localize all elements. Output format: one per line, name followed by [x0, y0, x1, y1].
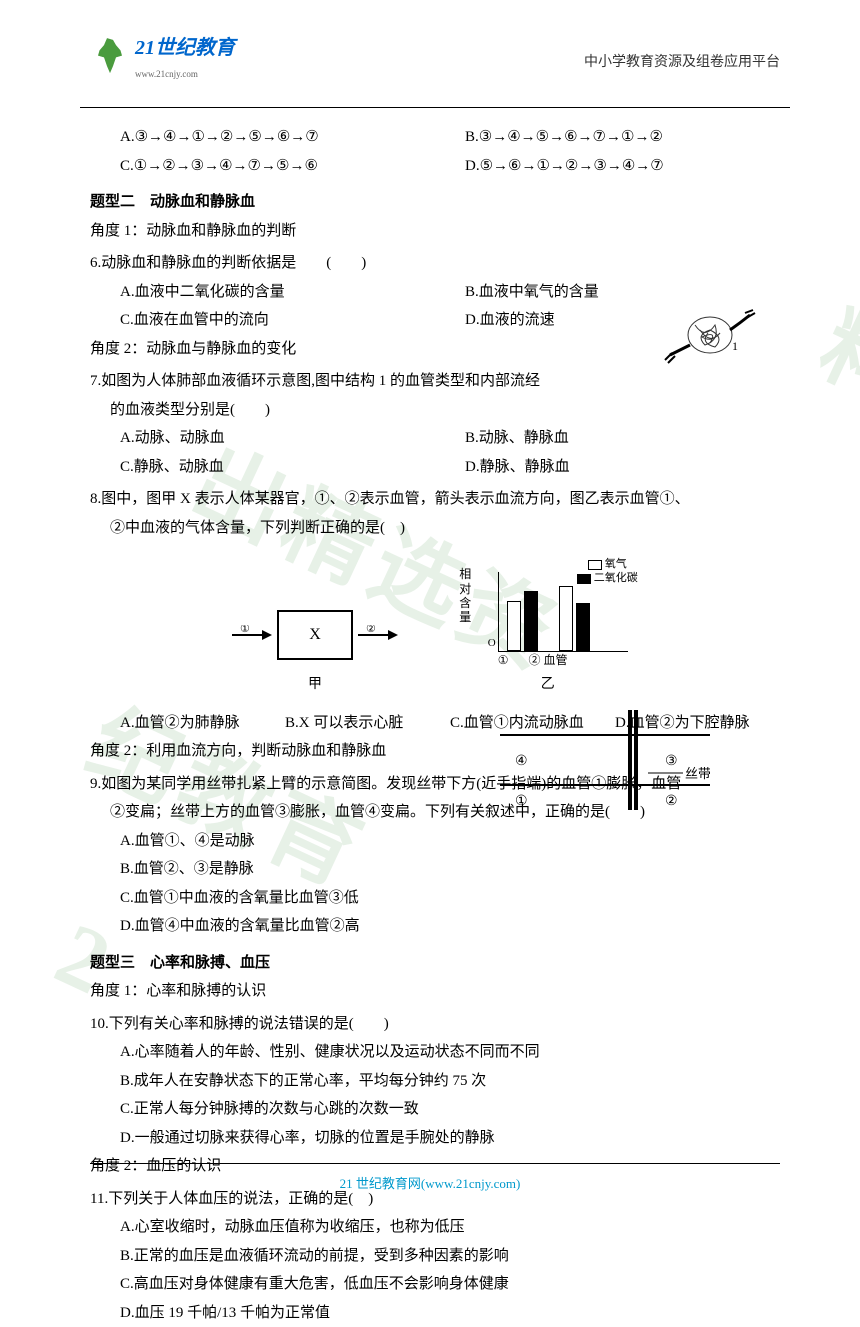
bar-g1-oxygen: [507, 601, 521, 651]
svg-text:1: 1: [732, 339, 738, 353]
q8-figure: ① X ② 甲 相对含量 氧气 二氧化碳: [90, 552, 780, 699]
q5-option-b: B.③→④→⑤→⑥→⑦→①→②: [435, 123, 780, 152]
q6-option-a: A.血液中二氧化碳的含量: [90, 278, 435, 307]
q8-line2: ②中血液的气体含量，下列判断正确的是( ): [90, 514, 780, 543]
svg-text:③: ③: [665, 754, 678, 769]
q7-option-b: B.动脉、静脉血: [435, 424, 780, 453]
angle2c: 角度 2：血压的认识: [90, 1152, 780, 1181]
logo-area: 21世纪教育 www.21cnjy.com: [90, 30, 235, 82]
logo-main-text: 21世纪教育: [135, 30, 235, 66]
watermark: 料: [792, 267, 860, 455]
svg-text:②: ②: [366, 625, 376, 635]
q9-figure: ④ ③ ① ② 丝带: [500, 710, 710, 820]
q5-option-c: C.①→②→③→④→⑦→⑤→⑥: [90, 152, 435, 181]
q8-label-yi: 乙: [458, 672, 638, 699]
q6-text: 6.动脉血和静脉血的判断依据是 ( ): [90, 249, 780, 278]
q8-line1: 8.图中，图甲 X 表示人体某器官，①、②表示血管，箭头表示血流方向，图乙表示血…: [90, 485, 780, 514]
q7-option-c: C.静脉、动脉血: [90, 453, 435, 482]
header-divider: [80, 107, 790, 108]
section3-title: 题型三 心率和脉搏、血压: [90, 949, 780, 978]
q5-option-d: D.⑤→⑥→①→②→③→④→⑦: [435, 152, 780, 181]
q8-box-x: X: [277, 610, 353, 660]
q9-option-c: C.血管①中血液的含氧量比血管③低: [90, 884, 780, 913]
chart-xlabel2: ② 血管: [529, 649, 568, 672]
bar-g2-oxygen: [559, 586, 573, 651]
q8-chart: 相对含量 氧气 二氧化碳 O ① ② 血管: [458, 552, 638, 672]
q10-option-a: A.心率随着人的年龄、性别、健康状况以及运动状态不同而不同: [90, 1038, 780, 1067]
bar-g1-co2: [524, 591, 538, 651]
q7-option-d: D.静脉、静脉血: [435, 453, 780, 482]
q10-option-d: D.一般通过切脉来获得心率，切脉的位置是手腕处的静脉: [90, 1124, 780, 1153]
bar-g2-co2: [576, 603, 590, 651]
q11-text: 11.下列关于人体血压的说法，正确的是( ): [90, 1185, 780, 1214]
q6-option-c: C.血液在血管中的流向: [90, 306, 435, 335]
svg-text:④: ④: [515, 754, 528, 769]
svg-text:丝带: 丝带: [685, 766, 710, 781]
page-header: 21世纪教育 www.21cnjy.com 中小学教育资源及组卷应用平台: [90, 30, 780, 87]
q8-option-b: B.X 可以表示心脏: [285, 709, 450, 738]
q7-line2: 的血液类型分别是( ): [90, 396, 780, 425]
section3-angle1: 角度 1：心率和脉搏的认识: [90, 977, 780, 1006]
logo-person-icon: [90, 36, 130, 76]
arrow-left-icon: ①: [232, 625, 272, 645]
svg-text:①: ①: [515, 794, 528, 809]
logo-sub-text: www.21cnjy.com: [135, 66, 235, 82]
q11-option-c: C.高血压对身体健康有重大危害，低血压不会影响身体健康: [90, 1270, 780, 1299]
document-content: A.③→④→①→②→⑤→⑥→⑦ B.③→④→⑤→⑥→⑦→①→② C.①→②→③→…: [90, 123, 780, 1327]
chart-xlabel1: ①: [498, 649, 509, 672]
q5-option-a: A.③→④→①→②→⑤→⑥→⑦: [90, 123, 435, 152]
q7-figure: 1: [660, 295, 760, 375]
q11-option-d: D.血压 19 千帕/13 千帕为正常值: [90, 1299, 780, 1327]
q11-option-b: B.正常的血压是血液循环流动的前提，受到多种因素的影响: [90, 1242, 780, 1271]
q8-label-jia: 甲: [232, 672, 398, 699]
q10-option-c: C.正常人每分钟脉搏的次数与心跳的次数一致: [90, 1095, 780, 1124]
chart-ylabel: 相对含量: [458, 567, 473, 625]
q10-option-b: B.成年人在安静状态下的正常心率，平均每分钟约 75 次: [90, 1067, 780, 1096]
svg-text:①: ①: [240, 625, 250, 635]
svg-text:②: ②: [665, 794, 678, 809]
q9-option-a: A.血管①、④是动脉: [90, 827, 780, 856]
section2-title: 题型二 动脉血和静脉血: [90, 188, 780, 217]
q8-option-a: A.血管②为肺静脉: [120, 709, 285, 738]
q7-option-a: A.动脉、动脉血: [90, 424, 435, 453]
q9-option-b: B.血管②、③是静脉: [90, 855, 780, 884]
q9-option-d: D.血管④中血液的含氧量比血管②高: [90, 912, 780, 941]
section2-angle1: 角度 1：动脉血和静脉血的判断: [90, 217, 780, 246]
q11-option-a: A.心室收缩时，动脉血压值称为收缩压，也称为低压: [90, 1213, 780, 1242]
arrow-right-icon: ②: [358, 625, 398, 645]
header-right-text: 中小学教育资源及组卷应用平台: [584, 50, 780, 75]
q10-text: 10.下列有关心率和脉搏的说法错误的是( ): [90, 1010, 780, 1039]
